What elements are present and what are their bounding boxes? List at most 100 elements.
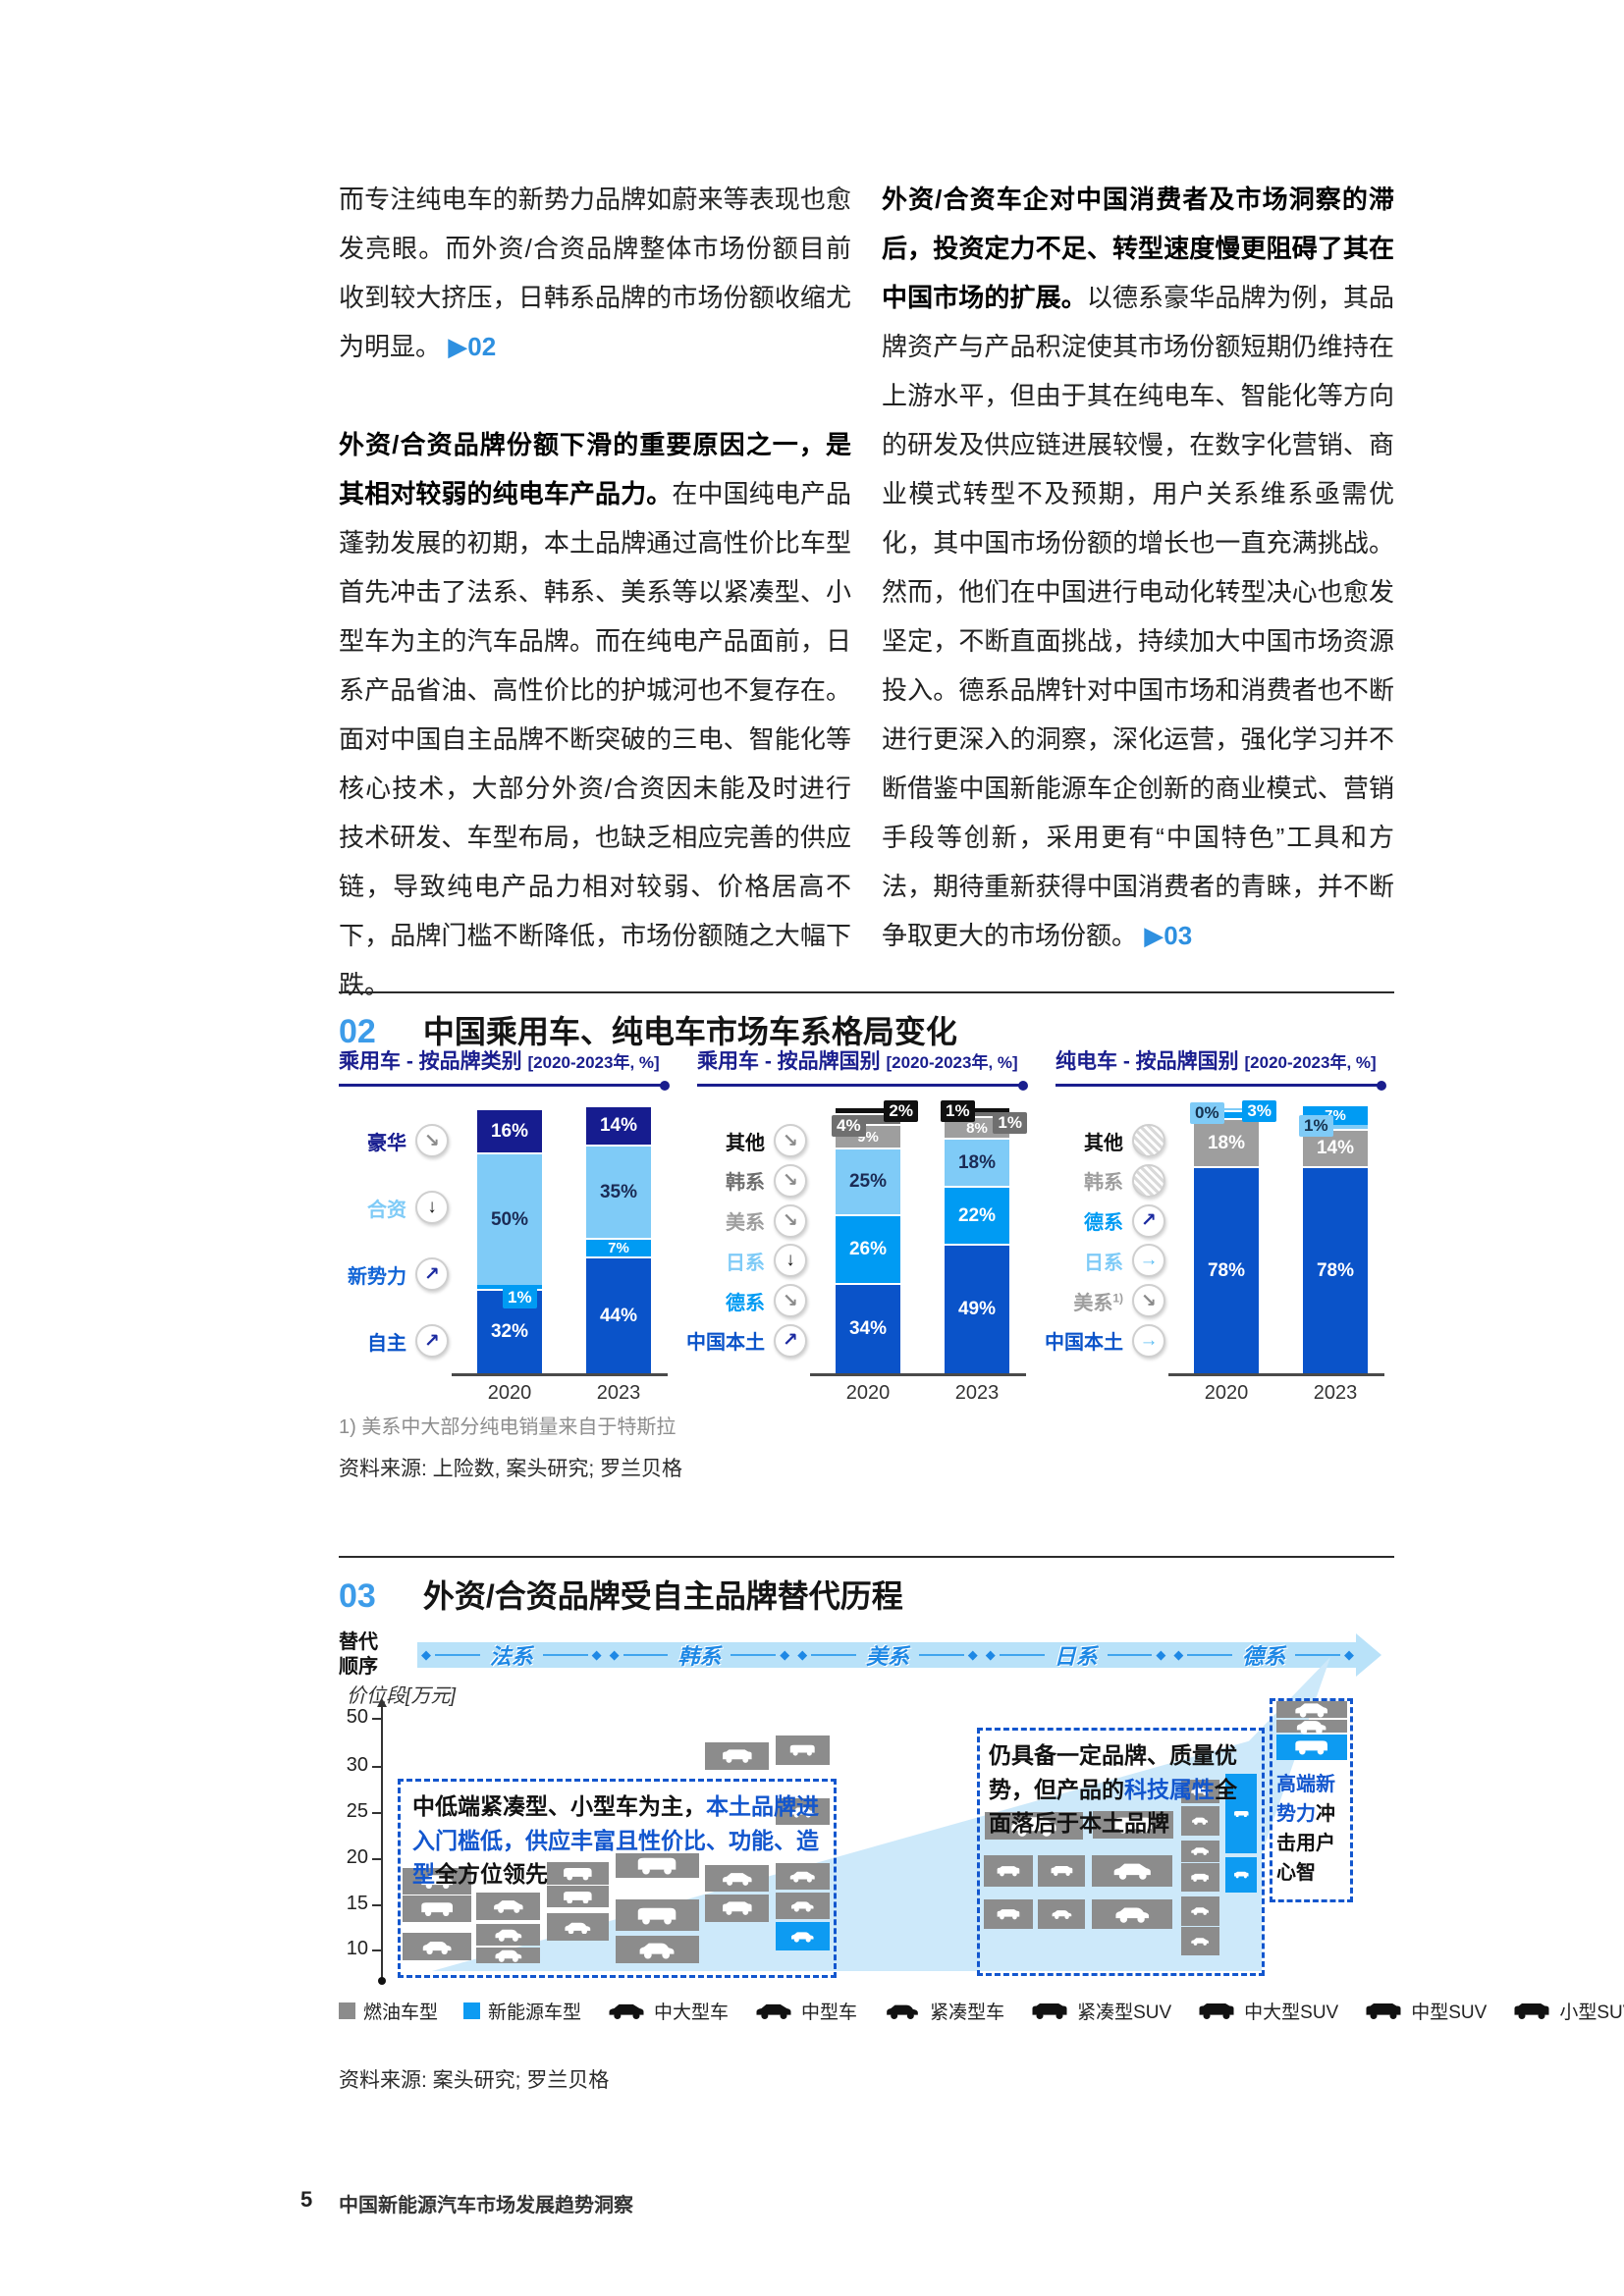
hatch-icon (1286, 1718, 1337, 1735)
legend-label: 中大型车 (654, 2002, 730, 2023)
y-axis-tick-label: 20 (346, 1846, 368, 1868)
suv-icon (991, 1865, 1026, 1877)
hatch-icon (883, 2002, 922, 2020)
chart-legend-item: ↗ 中国本土 (686, 1323, 807, 1358)
legend-label: 美系1) (1073, 1291, 1123, 1314)
bar-segment (836, 1108, 900, 1113)
bar-segment-label: 78% (1207, 1259, 1246, 1281)
chart-legend: ↘ 其他 ↘ 韩系 ↘ 美系 ↓ 日系 ↘ 德系 ↗ 中国本土 (686, 1124, 807, 1358)
chart-title: 纯电车 - 按品牌国别 [2020-2023年, %] (1056, 1045, 1386, 1091)
trend-arrow-icon: ↘ (774, 1124, 807, 1157)
phase-box-japanese-german (977, 1728, 1265, 1976)
car-tile (1181, 1863, 1219, 1892)
source-line: 资料来源: 上险数, 案头研究; 罗兰贝格 (339, 1458, 683, 1480)
chart-plot-area: 0% 3% 18% 78% 2020 7% 1% 14% 78% 2023 (1168, 1100, 1384, 1404)
legend-label: 日系 (1084, 1252, 1123, 1274)
bar-segment-label: 49% (957, 1299, 997, 1319)
legend-label: 自主 (367, 1332, 406, 1355)
legend-label: 中国本土 (686, 1332, 765, 1355)
y-axis-tick (372, 1858, 381, 1860)
exhibit-title: 外资/合资品牌受自主品牌替代历程 (422, 1578, 903, 1614)
bar-segment-label: 7% (608, 1240, 629, 1256)
legend-label: 日系 (726, 1252, 765, 1274)
sedan-icon (784, 1870, 823, 1883)
bar-segment: 16% (477, 1110, 542, 1152)
bar-segment: 34% (836, 1283, 900, 1373)
diamond-icon: ◆ (985, 1647, 996, 1662)
car-tile (476, 1948, 540, 1963)
car-tile-ev (1225, 1857, 1257, 1893)
chart-legend-item: ↓ 合资 (339, 1191, 449, 1224)
mpv-icon (627, 1905, 687, 1925)
bar-segment-label: 14% (599, 1115, 638, 1136)
car-tile (776, 1863, 830, 1890)
x-axis-year-label: 2020 (1204, 1382, 1249, 1404)
phase-box-low-end (398, 1779, 837, 1978)
mpv-icon (556, 1890, 600, 1904)
hatch-icon (627, 1940, 687, 1959)
car-tile (1181, 1806, 1219, 1836)
annotation-premium-nev: 高端新势力冲击用户心智 (1276, 1774, 1335, 1884)
car-tile (616, 1936, 699, 1963)
timeline-segment: ◆ 美系 ◆ (793, 1639, 982, 1671)
sedan-icon (754, 2002, 793, 2020)
bar-segment: 78% (1303, 1166, 1368, 1373)
trend-arrow-icon: ↘ (774, 1163, 807, 1198)
bar-segment-callout: 2% (884, 1100, 918, 1122)
stacked-bar-2020: 2% 4% 9% 25% 26% 34% (832, 1100, 918, 1373)
stacked-bar-chart-1: 乘用车 - 按品牌类别 [2020-2023年, %] ↘ 豪华 ↓ 合资 ↗ 新势力 ↗ 自主… (339, 1045, 670, 1438)
bar-segment: 25% (836, 1148, 900, 1214)
chart-title: 乘用车 - 按品牌类别 [2020-2023年, %] (339, 1045, 670, 1091)
chart-legend-item: ↘ 美系1) (1056, 1284, 1165, 1318)
exhibit-03-reference: ▶03 (1144, 921, 1193, 950)
legend-item: 紧凑型SUV (1030, 1998, 1171, 2024)
bar-segment-label: 78% (1316, 1259, 1355, 1281)
section-divider (339, 991, 1394, 993)
x-axis-year-label: 2023 (596, 1382, 641, 1404)
nev-swatch-icon (463, 2002, 481, 2019)
bar-segment: 35% (586, 1145, 651, 1238)
suv-icon (1186, 1873, 1214, 1882)
stacked-bar-2020: 16% 50% 1% 32% (477, 1106, 542, 1373)
diamond-icon: ◆ (797, 1647, 808, 1662)
hatch-icon (784, 1899, 823, 1912)
mpv-icon (556, 1866, 600, 1881)
timeline-brand-label: 法系 (489, 1644, 533, 1669)
chart-legend-item: ↗ 德系 (1056, 1203, 1165, 1238)
bar-segment-label: 32% (490, 1321, 529, 1342)
car-tile (1093, 1811, 1173, 1839)
car-tile (1276, 1701, 1347, 1718)
exhibit-02-section: 02 中国乘用车、纯电车市场车系格局变化 乘用车 - 按品牌类别 [2020-2… (339, 991, 1394, 1492)
legend-label: 豪华 (367, 1132, 406, 1154)
footer-title: 中国新能源汽车市场发展趋势洞察 (339, 2195, 633, 2216)
bar-segment (836, 1113, 900, 1124)
paragraph-cause: 外资/合资品牌份额下滑的重要原因之一，是其相对较弱的纯电车产品力。在中国纯电产品… (339, 420, 851, 1009)
legend-label: 合资 (367, 1199, 406, 1221)
legend-label: 德系 (726, 1292, 765, 1314)
chart-legend-item: → 日系 (1056, 1244, 1165, 1278)
car-tile-ev (1225, 1774, 1257, 1853)
mpv-icon (412, 1900, 461, 1917)
legend-item: 中型SUV (1364, 1998, 1487, 2024)
bar-segment: 78% (1194, 1166, 1259, 1373)
trend-arrow-icon: ↓ (415, 1191, 449, 1224)
trend-arrow-icon: ↓ (774, 1244, 807, 1278)
suv-icon (1364, 2002, 1403, 2020)
suv-icon (1045, 1865, 1079, 1877)
bar-segment-callout: 3% (1242, 1100, 1276, 1122)
car-tile (776, 1893, 830, 1919)
x-axis-year-label: 2020 (487, 1382, 532, 1404)
y-axis-tick (372, 1949, 381, 1951)
sequence-axis-label: 替代 顺序 (339, 1631, 378, 1678)
bar-segment: 7% (586, 1238, 651, 1256)
vehicle-type-legend: 燃油车型 新能源车型 中大型车 中型车 紧凑型车 紧凑型SUV 中大型SUV 中型SUV 小型S… (339, 1998, 1624, 2024)
bar-segment: 14% (1303, 1129, 1368, 1166)
legend-label: 小型SUV (1559, 2002, 1624, 2023)
chart-legend-item: 其他 (1056, 1124, 1165, 1157)
suv-icon (714, 1900, 760, 1916)
mpv-icon (1286, 1738, 1337, 1755)
legend-label: 德系 (1084, 1212, 1123, 1235)
car-tile (476, 1893, 540, 1920)
legend-label: 中国本土 (1045, 1332, 1123, 1355)
hatch-icon (485, 1948, 531, 1963)
